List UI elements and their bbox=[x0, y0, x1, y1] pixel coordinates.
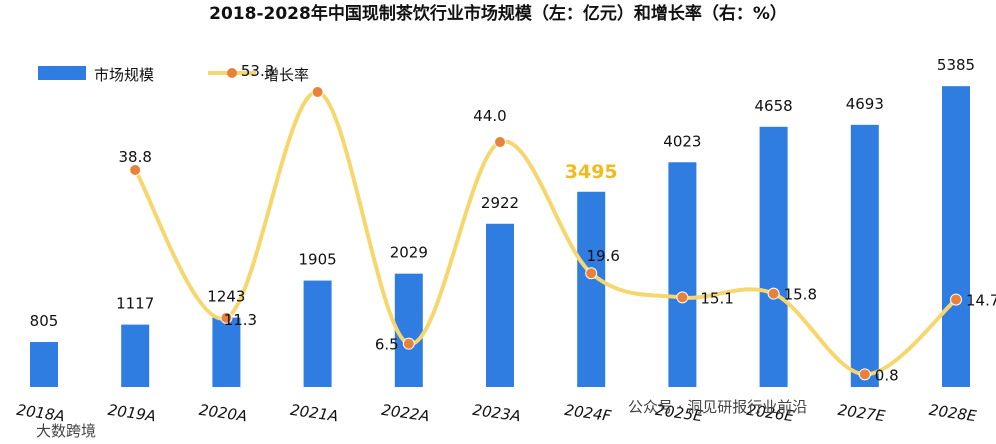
bar-2027E bbox=[850, 124, 879, 388]
growth-marker-2020A bbox=[220, 311, 233, 324]
x-tick-2023A: 2023A bbox=[471, 401, 521, 426]
data-labels: 805 1117 1243 1905 2029 2922 3495 4023 4658 4693 5… bbox=[30, 56, 996, 384]
bar-2024F bbox=[577, 191, 606, 387]
bar-2028E bbox=[942, 86, 970, 387]
bar-2025E bbox=[668, 162, 697, 387]
bar-value-label-2026E: 4658 bbox=[755, 97, 793, 115]
line-series bbox=[129, 86, 962, 381]
chart-title: 2018-2028年中国现制茶饮行业市场规模（左：亿元）和增长率（右：%） bbox=[209, 3, 787, 24]
x-tick-2019A: 2019A bbox=[107, 401, 157, 426]
bar-2021A bbox=[303, 280, 332, 387]
bar-2026E bbox=[759, 126, 788, 387]
x-tick-2020A: 2020A bbox=[198, 401, 248, 426]
growth-value-label-2023A: 44.0 bbox=[473, 107, 506, 125]
legend-line-marker bbox=[227, 68, 237, 78]
bar-2020A bbox=[212, 317, 241, 387]
x-tick-2028E: 2028E bbox=[928, 401, 978, 426]
bar-value-label-2021A: 1905 bbox=[299, 251, 337, 269]
growth-value-label-2022A: 6.5 bbox=[375, 336, 399, 354]
growth-marker-2023A bbox=[494, 136, 506, 149]
growth-value-label-2026E: 15.8 bbox=[784, 286, 817, 304]
growth-marker-2028E bbox=[950, 293, 962, 306]
legend-bar-label: 市场规模 bbox=[94, 66, 154, 84]
bar-value-label-2024F: 3495 bbox=[565, 161, 618, 183]
x-tick-2022A: 2022A bbox=[380, 401, 430, 426]
x-tick-2024F: 2024F bbox=[563, 401, 612, 425]
growth-line bbox=[133, 90, 958, 377]
growth-marker-2027E bbox=[858, 368, 871, 381]
corner-watermark: 大数跨境 bbox=[36, 422, 96, 440]
bar-value-label-2027E: 4693 bbox=[846, 95, 884, 113]
bar-value-label-2022A: 2029 bbox=[390, 244, 428, 262]
bar-value-label-2025E: 4023 bbox=[663, 132, 701, 150]
legend: 市场规模 增长率 bbox=[38, 66, 309, 84]
source-watermark: 公众号 · 洞见研报行业前沿 bbox=[628, 398, 807, 416]
x-tick-2027E: 2027E bbox=[837, 401, 887, 426]
growth-value-label-2025E: 15.1 bbox=[700, 289, 733, 307]
legend-bar-swatch bbox=[38, 66, 86, 80]
growth-value-label-2024F: 19.6 bbox=[586, 247, 619, 265]
growth-marker-2022A bbox=[402, 337, 415, 350]
bar-2023A bbox=[486, 223, 514, 387]
x-axis-ticks: 2018A 2019A 2020A 2021A 2022A 2023A 2024F 2025E… bbox=[15, 401, 978, 426]
bar-2022A bbox=[394, 273, 423, 387]
bar-value-label-2020A: 1243 bbox=[207, 288, 245, 306]
bar-value-label-2018A: 805 bbox=[30, 312, 59, 330]
growth-value-label-2020A: 11.3 bbox=[224, 311, 257, 329]
bar-value-label-2023A: 2922 bbox=[481, 194, 519, 212]
x-tick-2021A: 2021A bbox=[289, 401, 339, 426]
growth-value-label-2021A: 53.3 bbox=[241, 62, 274, 80]
growth-marker-2021A bbox=[311, 86, 324, 99]
growth-marker-2024F bbox=[585, 267, 598, 280]
legend-line-label: 增长率 bbox=[264, 66, 309, 84]
bar-2019A bbox=[121, 324, 150, 387]
growth-marker-2019A bbox=[129, 163, 142, 176]
growth-value-label-2027E: 0.8 bbox=[875, 366, 899, 384]
bar-series bbox=[30, 86, 970, 388]
bar-value-label-2028E: 5385 bbox=[937, 56, 975, 74]
growth-value-label-2028E: 14.7 bbox=[966, 292, 996, 310]
growth-value-label-2019A: 38.8 bbox=[118, 148, 151, 166]
growth-marker-2026E bbox=[767, 287, 780, 300]
bar-value-label-2019A: 1117 bbox=[116, 295, 154, 313]
growth-marker-2025E bbox=[676, 291, 689, 304]
bar-2018A bbox=[30, 342, 58, 387]
